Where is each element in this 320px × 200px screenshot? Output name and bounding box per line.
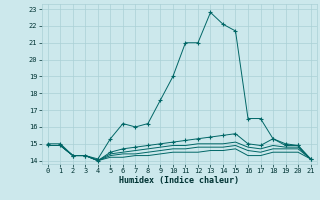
X-axis label: Humidex (Indice chaleur): Humidex (Indice chaleur) <box>119 176 239 185</box>
